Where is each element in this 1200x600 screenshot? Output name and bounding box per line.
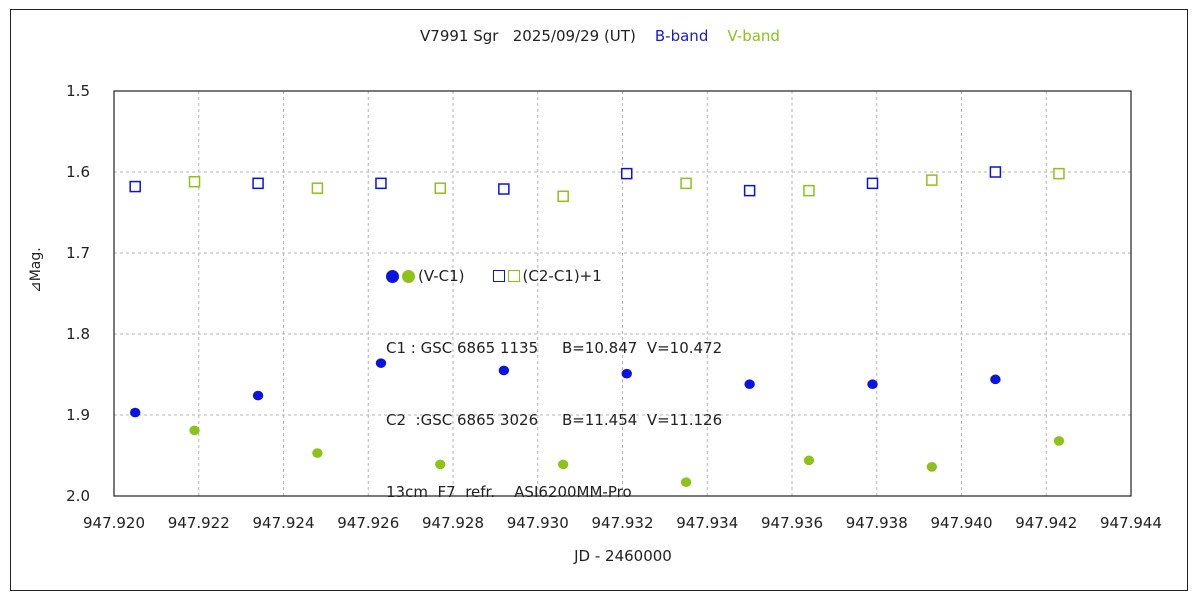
x-tick-label: 947.944 xyxy=(1100,514,1162,532)
point-series-1 xyxy=(803,455,815,466)
x-tick-label: 947.926 xyxy=(337,514,399,532)
point-series-1 xyxy=(557,459,569,470)
point-series-2 xyxy=(375,177,387,190)
point-series-2 xyxy=(129,180,141,193)
data-points xyxy=(129,166,1065,488)
point-series-3 xyxy=(188,175,201,188)
point-series-0 xyxy=(744,379,755,390)
point-series-0 xyxy=(867,379,878,390)
point-series-1 xyxy=(1053,436,1065,446)
y-tick-label: 1.7 xyxy=(66,244,90,262)
point-series-1 xyxy=(435,459,446,470)
point-series-2 xyxy=(989,166,1002,178)
legend-marker-b-circle xyxy=(386,269,399,283)
title-v-band: V-band xyxy=(727,27,780,45)
y-tick-label: 1.9 xyxy=(66,406,90,424)
point-series-3 xyxy=(680,177,692,190)
y-axis-label: ⊿Mag. xyxy=(28,247,44,293)
x-tick-labels: 947.920 947.922 947.924 947.926 947.928 947.9… xyxy=(83,514,1162,532)
y-tick-label: 1.8 xyxy=(66,325,90,343)
legend-label-vc1: (V-C1) xyxy=(418,267,465,285)
legend-marker-v-square xyxy=(507,270,520,282)
legend-label-c2c1: (C2-C1)+1 xyxy=(522,267,602,285)
legend: (V-C1) (C2-C1)+1 C1 : GSC 6865 1135 B=10.… xyxy=(386,216,722,528)
point-series-1 xyxy=(680,477,692,488)
y-tick-label: 2.0 xyxy=(66,487,90,505)
x-tick-label: 947.942 xyxy=(1015,514,1077,532)
y-tick-label: 1.6 xyxy=(66,163,90,181)
point-series-3 xyxy=(557,190,569,203)
grid-lines xyxy=(114,91,1131,496)
point-series-0 xyxy=(375,358,387,368)
point-series-0 xyxy=(990,374,1001,385)
x-tick-label: 947.936 xyxy=(761,514,823,532)
x-tick-label: 947.922 xyxy=(168,514,230,532)
x-tick-label: 947.940 xyxy=(930,514,992,532)
point-series-0 xyxy=(252,390,264,401)
point-series-3 xyxy=(434,182,447,194)
x-tick-label: 947.934 xyxy=(676,514,738,532)
point-series-0 xyxy=(621,368,632,379)
point-series-2 xyxy=(743,184,756,197)
chart-frame xyxy=(10,9,1188,591)
chart-title: V7991 Sgr 2025/09/29 (UT) B-band V-band xyxy=(0,27,1200,45)
legend-instrument: 13cm F7 refr. ASI6200MM-Pro xyxy=(386,483,632,501)
x-tick-label: 947.932 xyxy=(591,514,653,532)
title-main: V7991 Sgr 2025/09/29 (UT) xyxy=(420,27,636,45)
point-series-3 xyxy=(311,182,324,194)
point-series-0 xyxy=(498,365,510,376)
point-series-1 xyxy=(312,448,323,458)
plot-border xyxy=(113,90,1132,497)
point-series-2 xyxy=(620,167,633,180)
y-tick-labels: 1.5 1.6 1.7 1.8 1.9 2.0 xyxy=(66,82,90,505)
point-series-1 xyxy=(189,425,200,436)
point-series-1 xyxy=(926,462,938,472)
point-series-3 xyxy=(1053,167,1065,180)
point-series-3 xyxy=(926,174,938,186)
y-tick-label: 1.5 xyxy=(66,82,90,100)
title-b-band: B-band xyxy=(654,27,709,45)
x-tick-label: 947.938 xyxy=(846,514,908,532)
x-tick-label: 947.930 xyxy=(507,514,569,532)
point-series-2 xyxy=(252,177,264,190)
legend-marker-v-circle xyxy=(402,269,415,283)
x-tick-label: 947.928 xyxy=(422,514,484,532)
legend-c1-info: C1 : GSC 6865 1135 B=10.847 V=10.472 xyxy=(386,339,723,357)
x-axis-label: JD - 2460000 xyxy=(574,547,672,565)
point-series-0 xyxy=(129,407,141,418)
x-tick-label: 947.924 xyxy=(252,514,314,532)
point-series-3 xyxy=(803,184,815,197)
point-series-2 xyxy=(498,183,510,195)
point-series-2 xyxy=(866,177,879,190)
legend-c2-info: C2 :GSC 6865 3026 B=11.454 V=11.126 xyxy=(386,411,723,429)
legend-marker-b-square xyxy=(492,270,505,282)
legend-row-series: (V-C1) (C2-C1)+1 xyxy=(386,264,722,288)
x-tick-label: 947.920 xyxy=(83,514,145,532)
